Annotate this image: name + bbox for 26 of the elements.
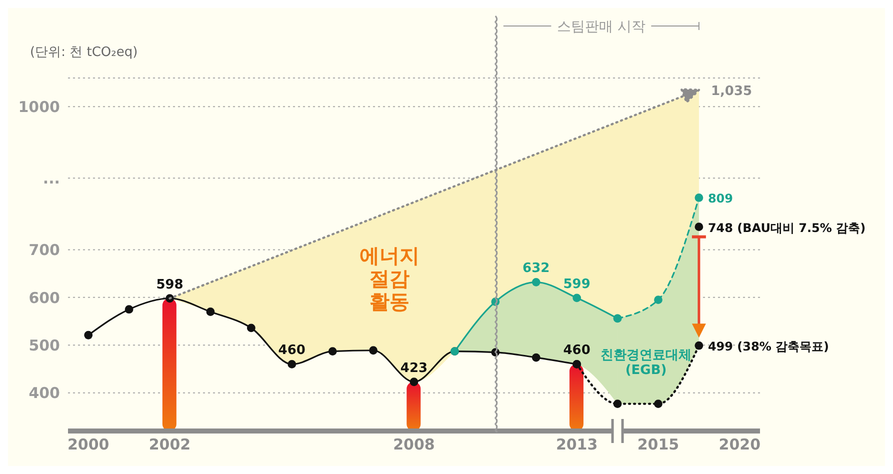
y-axis-title: (단위: 천 tCO₂eq) [30,45,138,60]
annotation: 1,035 [710,84,752,99]
data-label: 460 [278,343,306,358]
data-label: 423 [400,360,428,376]
data-label: 809 [708,192,734,206]
data-label: 499 (38% 감축목표) [708,340,830,354]
x-tick-label: 2015 [637,436,680,454]
data-label: 599 [563,276,590,292]
x-tick-label: 2008 [393,436,435,454]
data-label: 598 [156,277,184,292]
x-tick-label: 2000 [67,436,110,454]
annotation: 친환경연료대체 (EGB) [600,348,692,378]
text: 스팀판매 시작 [556,19,646,35]
data-label: 460 [563,343,590,358]
x-tick-label: 2020 [718,436,761,454]
y-tick-label: 400 [28,384,60,402]
y-tick-label: 1000 [18,98,60,116]
y-tick-label: 700 [28,241,60,260]
annotation: 에너지 절감 활동 [360,243,420,314]
data-label: 748 (BAU대비 7.5% 감축) [708,220,866,235]
data-label: 632 [522,261,550,276]
x-tick-label: 2002 [148,436,191,454]
y-tick-label: 500 [28,336,60,354]
x-tick-label: 2013 [556,436,598,454]
y-tick-label: ... [42,170,60,188]
y-tick-label: 600 [28,288,60,307]
